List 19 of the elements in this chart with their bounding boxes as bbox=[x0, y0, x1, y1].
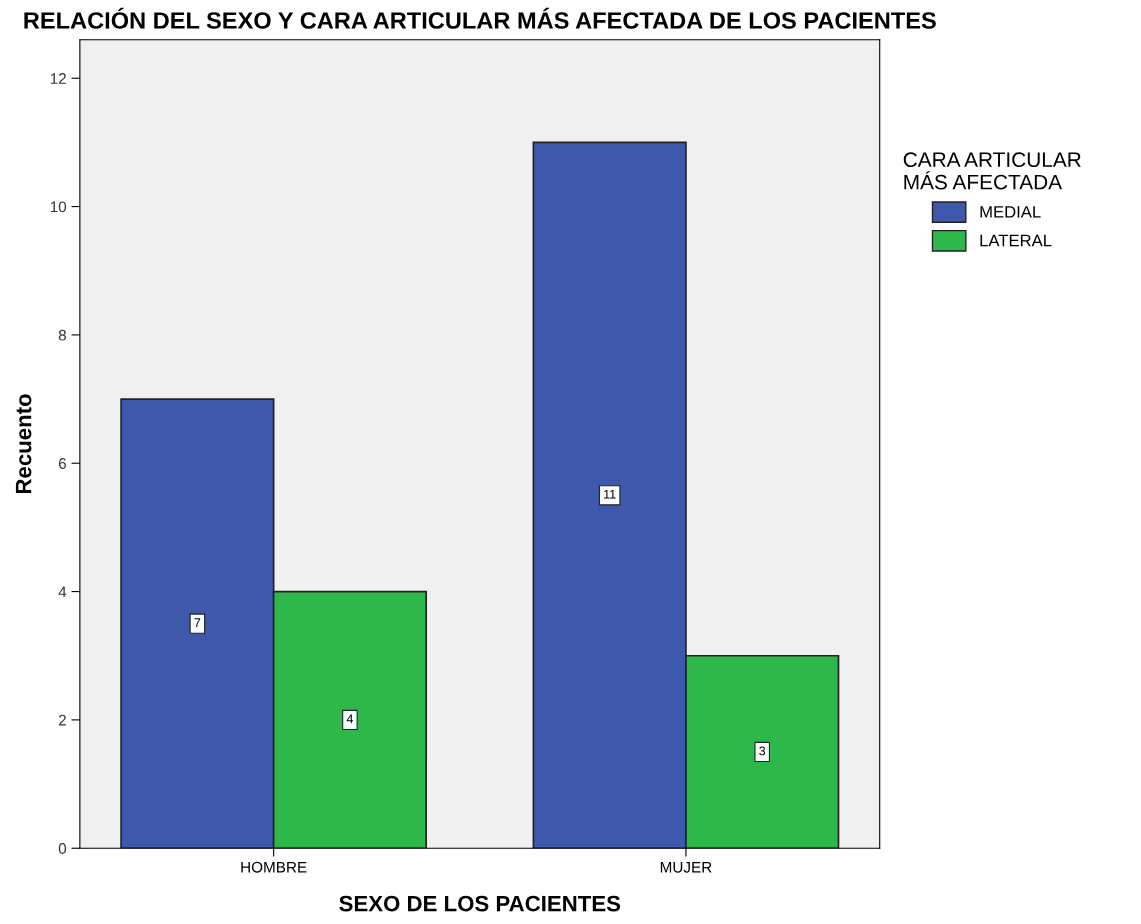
x-tick-label: HOMBRE bbox=[241, 861, 307, 873]
y-tick-label: 10 bbox=[50, 201, 67, 213]
chart-title: RELACIÓN DEL SEXO Y CARA ARTICULAR MÁS AFECTADA DE LOS PACIENTES bbox=[24, 7, 936, 29]
legend-title: CARA ARTICULAR MÁS AFECTADA bbox=[903, 152, 1081, 190]
data-label: 11 bbox=[604, 489, 616, 499]
legend-label: LATERAL bbox=[980, 234, 1052, 247]
x-tick-label: MUJER bbox=[660, 861, 712, 873]
y-tick-label: 2 bbox=[58, 714, 66, 726]
x-axis-title: SEXO DE LOS PACIENTES bbox=[339, 895, 621, 912]
data-label: 4 bbox=[346, 714, 354, 724]
legend-label: MEDIAL bbox=[980, 206, 1041, 218]
y-tick-label: 4 bbox=[58, 586, 67, 598]
y-axis-title: Recuento bbox=[15, 394, 32, 494]
y-tick-label: 12 bbox=[50, 73, 66, 84]
data-label: 7 bbox=[194, 618, 201, 627]
data-label: 3 bbox=[759, 746, 766, 756]
y-tick-label: 0 bbox=[58, 843, 67, 854]
y-tick-label: 8 bbox=[58, 329, 67, 341]
y-tick-label: 6 bbox=[58, 458, 66, 469]
